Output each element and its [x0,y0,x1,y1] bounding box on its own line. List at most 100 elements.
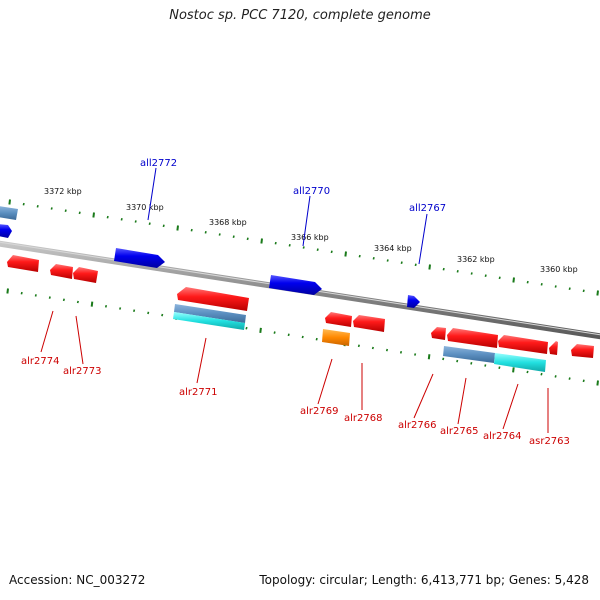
gene-arrow-asr2763[interactable] [549,341,558,355]
scale-tick [62,298,65,302]
scale-tick [22,202,25,206]
scale-tick [428,264,431,270]
scale-tick [596,290,599,296]
gene-label-alr2764[interactable]: alr2764 [483,431,521,442]
scale-tick [50,207,53,210]
gene-label-alr2766[interactable]: alr2766 [398,420,436,431]
gene-label-alr2774[interactable]: alr2774 [21,356,59,367]
scale-tick [92,212,95,218]
scale-tick [134,220,137,223]
scale-tick [106,215,109,219]
scale-tick [78,211,81,215]
label-leaders-forward [40,310,549,433]
forward-gene-features [7,255,594,372]
feature-cyan[interactable] [494,353,546,372]
gene-label-all2772[interactable]: all2772 [140,158,177,169]
scale-tick [259,327,262,334]
gene-arrow-alr2771[interactable] [177,287,249,311]
forward-gene-labels: alr2774 alr2773 alr2771 alr2769 alr2768 … [21,356,570,447]
scale-tick [582,379,585,383]
scale-tick [414,353,417,356]
scale-tick [386,259,389,262]
scale-tick [456,269,459,273]
scale-ticks-upper [8,199,599,296]
scale-tick [148,222,151,226]
scale-tick [596,380,599,386]
scale-label: 3368 kbp [209,218,247,227]
gene-arrow-alr2765[interactable] [447,328,498,348]
scale-tick [162,224,165,228]
scale-tick [357,344,360,348]
scale-tick [554,375,557,378]
scale-tick [34,294,37,297]
scale-tick [484,364,487,367]
gene-label-alr2769[interactable]: alr2769 [300,406,338,417]
gene-arrow-alr2764[interactable] [498,335,548,354]
gene-arrow-alr2773b[interactable] [73,267,98,283]
gene-label-asr2763[interactable]: asr2763 [529,436,570,447]
scale-tick [498,276,501,280]
scale-tick [554,285,557,288]
reverse-gene-labels: all2772 all2770 all2767 [140,158,446,214]
scale-label: 3370 kbp [126,203,164,212]
scale-tick [470,361,473,365]
scale-tick [399,350,403,354]
scale-tick [456,359,459,363]
scale-tick [90,301,94,307]
scale-tick [273,331,276,334]
feature-steelblue[interactable] [443,346,495,363]
feature-steelblue[interactable] [174,304,246,323]
scale-tick [288,243,291,247]
scale-tick [104,304,108,308]
gene-label-alr2768[interactable]: alr2768 [344,413,382,424]
gene-arrow-all2770[interactable] [269,275,322,295]
gene-arrow[interactable] [571,344,594,358]
gene-label-alr2765[interactable]: alr2765 [440,426,478,437]
scale-tick [316,248,319,252]
scale-tick [526,280,529,284]
scale-tick [232,235,235,239]
feature-cyan[interactable] [173,312,245,330]
scale-tick [372,256,375,260]
scale-tick [385,348,389,352]
scale-tick [427,354,431,360]
label-leaders-reverse [147,167,428,265]
feature-orange[interactable] [322,329,350,346]
scale-tick [274,241,277,245]
scale-tick [120,217,123,221]
gene-arrow-all2767[interactable] [407,295,420,308]
scale-tick [484,274,487,278]
gene-arrow[interactable] [0,224,12,238]
gene-arrow-all2772[interactable] [114,248,165,268]
gene-arrow-alr2768[interactable] [353,315,385,332]
gene-label-all2767[interactable]: all2767 [409,203,446,214]
scale-tick [190,228,193,232]
scale-tick [498,366,501,370]
scale-tick [48,296,51,299]
scale-tick [470,272,473,275]
scale-tick [568,287,571,291]
scale-tick [512,277,515,283]
scale-labels: 3372 kbp 3370 kbp 3368 kbp 3366 kbp 3364… [44,187,578,274]
reverse-gene-features [0,206,420,308]
scale-tick [287,333,290,337]
gene-arrow-alr2769[interactable] [325,312,352,327]
gene-arrow-alr2773a[interactable] [50,264,73,279]
scale-tick [218,233,221,236]
scale-tick [512,367,515,373]
scale-tick [147,311,150,315]
scale-tick [64,209,67,213]
gene-arrow-alr2766[interactable] [431,327,446,340]
gene-label-alr2771[interactable]: alr2771 [179,387,217,398]
scale-tick [176,225,179,231]
gene-label-all2770[interactable]: all2770 [293,186,330,197]
gene-label-alr2773[interactable]: alr2773 [63,366,101,377]
scale-label: 3364 kbp [374,244,412,253]
scale-tick [204,230,207,234]
gene-arrow-alr2774[interactable] [7,255,39,272]
scale-tick [568,377,571,380]
scale-tick [76,300,79,304]
gene-arrow[interactable] [0,206,18,220]
scale-tick [540,372,543,376]
